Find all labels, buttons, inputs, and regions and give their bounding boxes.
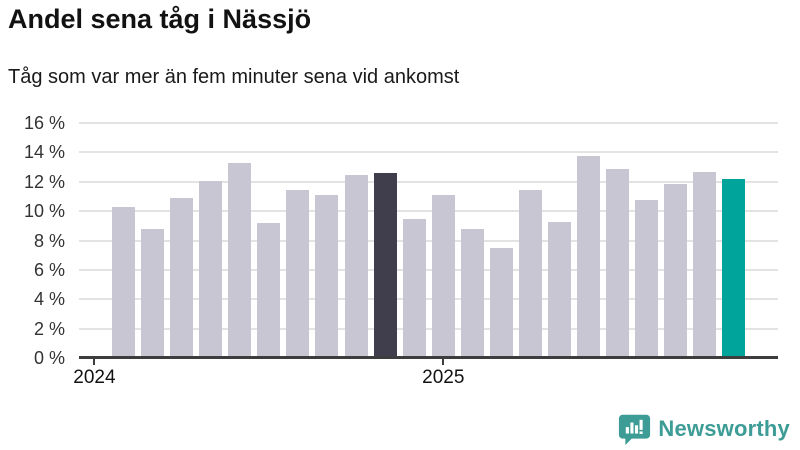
newsworthy-logo-text: Newsworthy [658, 415, 790, 441]
y-axis-label: 4 % [33, 289, 65, 310]
gridline-6pct [79, 268, 778, 271]
x-axis-label-2024: 2024 [73, 367, 116, 388]
bar-8 [315, 195, 339, 357]
chart-title: Andel sena tåg i Nässjö [8, 4, 312, 34]
y-axis-label: 6 % [33, 259, 65, 280]
y-axis-label: 16 % [23, 113, 65, 133]
x-axis-label-2025: 2025 [422, 367, 465, 388]
x-axis-line [79, 356, 778, 359]
gridline-4pct [79, 298, 778, 301]
bar-2 [141, 229, 165, 357]
newsworthy-logo[interactable]: Newsworthy [618, 412, 790, 445]
bar-chart-plot-area: 0 % 2 % 4 % 6 % 8 % 10 % 12 % 14 % 16 % 2024 2025 [24, 113, 778, 388]
gridline-14pct [79, 151, 778, 154]
y-axis-label: 12 % [23, 171, 65, 192]
gridline-2pct [79, 327, 778, 330]
y-axis-label: 2 % [33, 318, 65, 339]
gridline-8pct [79, 239, 778, 242]
bar-6 [257, 223, 281, 357]
bar-1 [112, 207, 135, 357]
x-axis-tick-2024 [93, 358, 96, 365]
x-axis-tick-2025 [442, 358, 445, 365]
chart-subtitle: Tåg som var mer än fem minuter sena vid … [8, 66, 460, 88]
gridline-16pct [79, 122, 778, 124]
bar-5 [228, 163, 252, 357]
bar-21 [693, 171, 717, 357]
newsworthy-barchart-speech-bubble-icon [618, 412, 651, 445]
bar-19 [635, 199, 659, 357]
bar-4 [199, 180, 223, 357]
y-axis-label: 8 % [33, 230, 65, 251]
bar-9 [344, 174, 368, 357]
bar-17 [577, 155, 601, 357]
y-axis-label: 10 % [23, 201, 65, 222]
bar-20 [664, 183, 688, 357]
bar-3 [170, 198, 194, 357]
gridline-12pct [79, 180, 778, 183]
bar-7 [286, 189, 310, 357]
bar-12 [431, 195, 455, 357]
y-axis-label: 0 % [33, 348, 65, 368]
bar-10 [373, 173, 397, 357]
bar-18 [606, 169, 630, 357]
bar-11 [402, 218, 426, 357]
y-axis-label: 14 % [23, 142, 65, 163]
bar-16 [548, 221, 572, 357]
bar-22 [722, 179, 746, 357]
gridline-10pct [79, 210, 778, 213]
bar-14 [489, 248, 513, 357]
bar-13 [460, 229, 484, 357]
bar-15 [518, 189, 542, 357]
